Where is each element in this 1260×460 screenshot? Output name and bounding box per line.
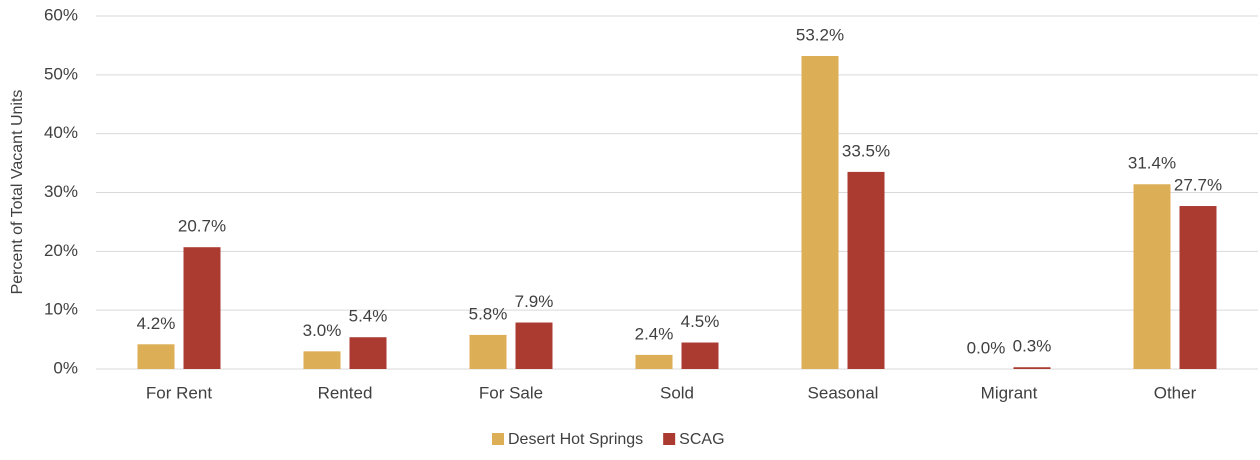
legend-swatch [663,433,676,445]
x-tick-label: Rented [318,383,373,402]
y-tick-label: 20% [44,241,78,260]
bar [1133,184,1171,369]
data-label: 4.5% [681,312,720,331]
data-label: 27.7% [1174,176,1222,195]
x-tick-label: Sold [660,383,694,402]
data-label: 3.0% [303,321,342,340]
bar [847,171,885,369]
bar [515,322,553,369]
data-label: 5.8% [469,304,508,323]
data-label: 20.7% [178,217,226,236]
x-tick-label: For Rent [146,383,212,402]
bar [303,351,341,369]
data-label: 0.3% [1013,337,1052,356]
bar [635,354,673,369]
data-label: 2.4% [635,324,674,343]
data-label: 5.4% [349,307,388,326]
data-label: 7.9% [515,292,554,311]
y-axis-label: Percent of Total Vacant Units [9,90,26,295]
y-tick-label: 0% [53,358,78,377]
y-tick-label: 30% [44,182,78,201]
x-tick-label: For Sale [479,383,543,402]
y-tick-label: 10% [44,300,78,319]
legend-swatch [492,433,504,445]
bar [681,342,719,369]
bar [801,56,839,370]
data-label: 53.2% [796,25,844,44]
x-tick-label: Migrant [981,383,1038,402]
x-tick-label: Other [1154,383,1197,402]
data-label: 0.0% [967,338,1006,357]
y-tick-label: 50% [44,64,78,83]
bar [349,337,387,369]
bar [183,247,221,369]
bar [1013,367,1051,369]
bar [469,334,507,369]
y-tick-label: 60% [44,5,78,24]
data-label: 4.2% [137,314,176,333]
bar [1179,206,1217,369]
bar [137,344,175,369]
data-label: 31.4% [1128,154,1176,173]
x-tick-label: Seasonal [808,383,879,402]
legend-label: Desert Hot Springs [508,431,643,448]
legend-label: SCAG [679,431,724,448]
data-label: 33.5% [842,141,890,160]
y-tick-label: 40% [44,123,78,142]
